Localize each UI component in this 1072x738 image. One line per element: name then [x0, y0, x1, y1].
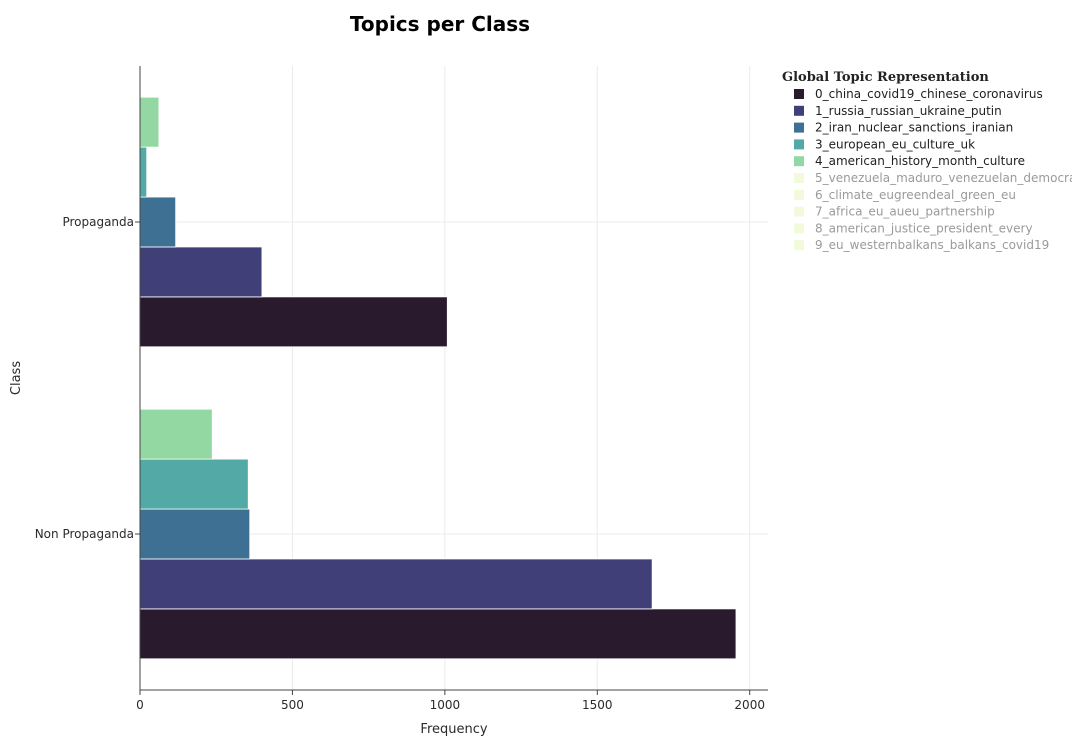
x-tick-label: 1500 — [582, 698, 613, 712]
x-tick-label: 500 — [281, 698, 304, 712]
legend-item-6[interactable]: 6_climate_eugreendeal_green_eu — [794, 188, 1016, 202]
bar-1-propaganda[interactable] — [139, 246, 263, 298]
bar-0-propaganda[interactable] — [139, 296, 448, 348]
legend-label: 4_american_history_month_culture — [815, 154, 1025, 168]
bars — [139, 96, 737, 660]
bar-0-non-propaganda[interactable] — [139, 608, 737, 660]
legend-swatch — [794, 89, 804, 99]
legend-swatch — [794, 206, 804, 217]
legend-label: 2_iran_nuclear_sanctions_iranian — [815, 121, 1013, 135]
legend-swatch — [794, 240, 804, 251]
legend-swatch — [794, 189, 804, 200]
legend-label: 1_russia_russian_ukraine_putin — [815, 104, 1002, 118]
bar-3-propaganda[interactable] — [139, 146, 148, 198]
legend-swatch — [794, 105, 804, 116]
legend-label: 3_european_eu_culture_uk — [815, 137, 975, 151]
legend-item-2[interactable]: 2_iran_nuclear_sanctions_iranian — [794, 121, 1013, 135]
bar-4-non-propaganda[interactable] — [139, 408, 213, 460]
legend-label: 7_africa_eu_aueu_partnership — [815, 205, 995, 219]
bar-2-propaganda[interactable] — [139, 196, 177, 248]
y-axis-title: Class — [9, 361, 24, 395]
legend-label: 9_eu_westernbalkans_balkans_covid19 — [815, 238, 1049, 252]
legend-label: 0_china_covid19_chinese_coronavirus — [815, 87, 1043, 101]
legend-item-5[interactable]: 5_venezuela_maduro_venezuelan_democracy — [794, 171, 1072, 185]
y-tick-labels: Propaganda Non Propaganda — [35, 215, 140, 541]
legend-label: 8_american_justice_president_every — [815, 221, 1033, 235]
bar-2-non-propaganda[interactable] — [139, 508, 251, 560]
legend: Global Topic Representation 0_china_covi… — [782, 70, 1072, 252]
legend-swatch — [794, 156, 804, 167]
legend-item-4[interactable]: 4_american_history_month_culture — [794, 154, 1025, 168]
legend-label: 6_climate_eugreendeal_green_eu — [815, 188, 1016, 202]
bar-1-non-propaganda[interactable] — [139, 558, 653, 610]
bar-3-non-propaganda[interactable] — [139, 458, 249, 510]
y-tick-label: Propaganda — [62, 215, 134, 229]
x-tick-label: 0 — [136, 698, 144, 712]
legend-item-1[interactable]: 1_russia_russian_ukraine_putin — [794, 104, 1002, 118]
legend-item-0[interactable]: 0_china_covid19_chinese_coronavirus — [794, 87, 1043, 101]
legend-item-7[interactable]: 7_africa_eu_aueu_partnership — [794, 205, 995, 219]
x-tick-labels: 0 500 1000 1500 2000 — [136, 690, 765, 712]
legend-item-8[interactable]: 8_american_justice_president_every — [794, 221, 1033, 235]
legend-title: Global Topic Representation — [782, 70, 989, 85]
bar-4-propaganda[interactable] — [139, 96, 160, 148]
y-tick-label: Non Propaganda — [35, 527, 134, 541]
legend-swatch — [794, 122, 804, 133]
legend-swatch — [794, 139, 804, 150]
legend-swatch — [794, 173, 804, 183]
chart-title: Topics per Class — [350, 12, 530, 36]
legend-item-3[interactable]: 3_european_eu_culture_uk — [794, 137, 975, 151]
legend-label: 5_venezuela_maduro_venezuelan_democracy — [815, 171, 1072, 185]
x-tick-label: 2000 — [734, 698, 765, 712]
x-axis-title: Frequency — [420, 722, 487, 737]
legend-swatch — [794, 223, 804, 234]
x-tick-label: 1000 — [430, 698, 461, 712]
legend-item-9[interactable]: 9_eu_westernbalkans_balkans_covid19 — [794, 238, 1049, 252]
